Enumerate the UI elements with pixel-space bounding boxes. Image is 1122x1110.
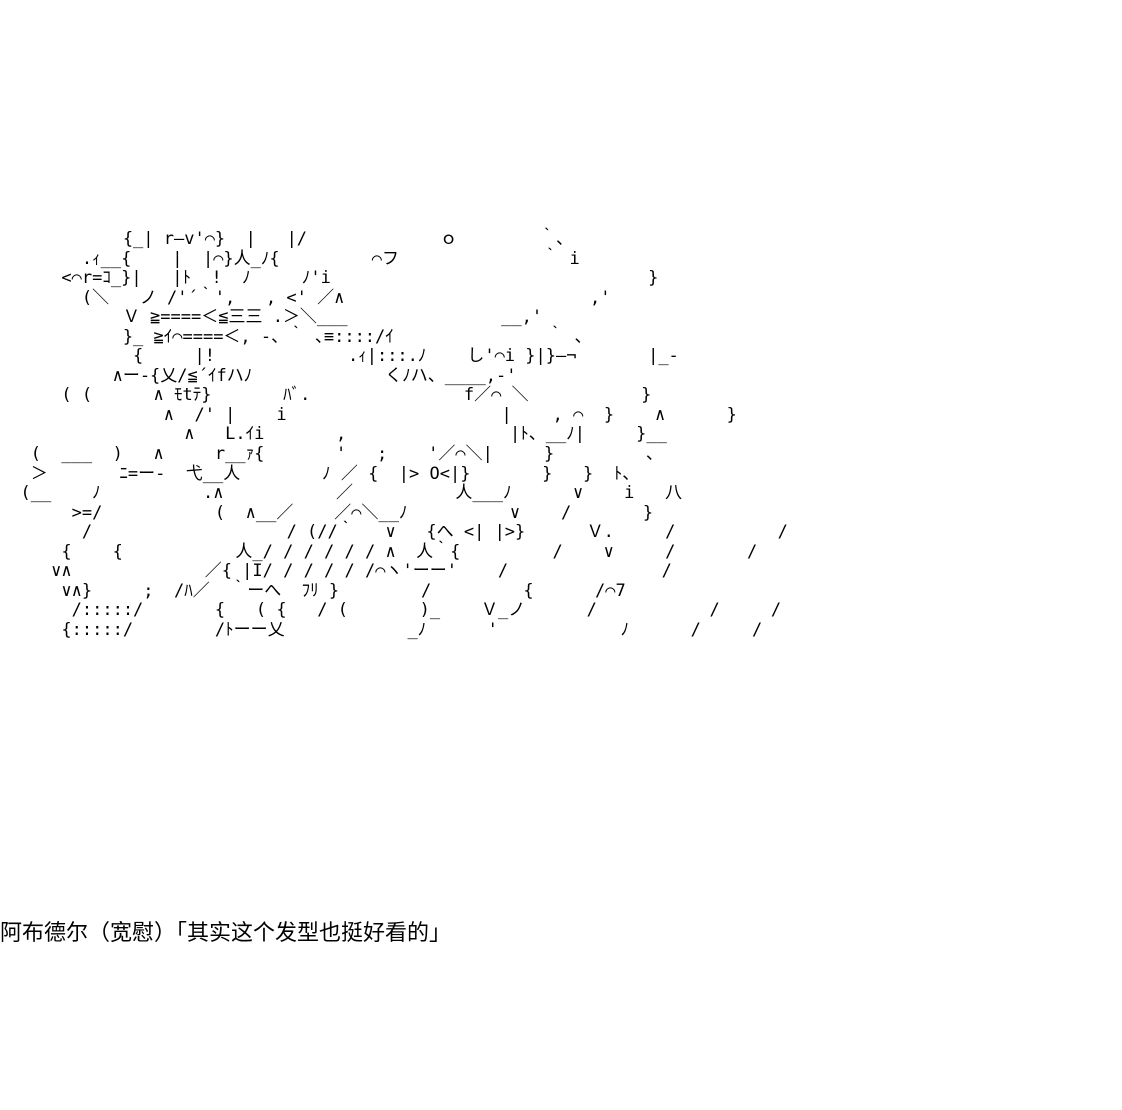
caption-text: 阿布德尔（宽慰）「其实这个发型也挺好看的」 [0, 915, 451, 947]
ascii-art-block: {_| r―v'⌒} | |/ ｏ ｀、 .ｨ__{ | |⌒}人_ﾉ{ ⌒フ … [0, 230, 788, 640]
